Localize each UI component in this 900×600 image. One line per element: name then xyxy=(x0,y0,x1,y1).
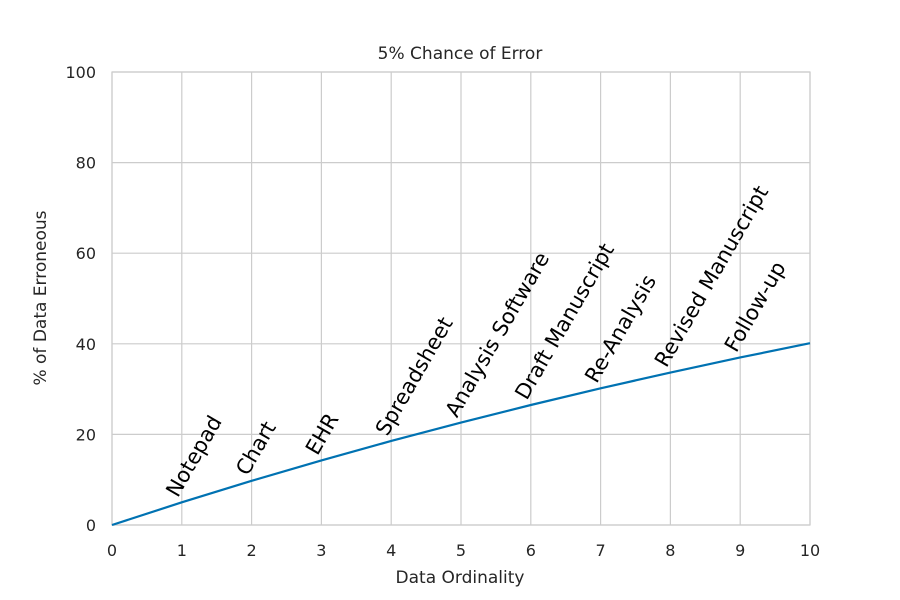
chart-title: 5% Chance of Error xyxy=(378,44,543,64)
y-tick-label: 40 xyxy=(76,335,96,354)
x-tick-label: 5 xyxy=(456,541,466,560)
x-tick-label: 1 xyxy=(177,541,187,560)
y-axis-label: % of Data Erroneous xyxy=(31,210,51,385)
x-tick-label: 6 xyxy=(526,541,536,560)
x-tick-label: 8 xyxy=(665,541,675,560)
x-tick-label: 10 xyxy=(800,541,820,560)
series-layer xyxy=(111,342,811,527)
x-axis-label: Data Ordinality xyxy=(396,568,525,588)
x-tick-label: 0 xyxy=(107,541,117,560)
y-tick-label: 80 xyxy=(76,154,96,173)
x-tick-label: 3 xyxy=(316,541,326,560)
series-line xyxy=(111,342,811,527)
y-tick-label: 60 xyxy=(76,244,96,263)
y-tick-label: 20 xyxy=(76,425,96,444)
x-tick-label: 4 xyxy=(386,541,396,560)
x-tick-label: 2 xyxy=(247,541,257,560)
y-tick-label: 100 xyxy=(65,63,96,82)
y-tick-label: 0 xyxy=(86,516,96,535)
plot-frame xyxy=(111,71,811,526)
x-tick-label: 9 xyxy=(735,541,745,560)
x-tick-label: 7 xyxy=(596,541,606,560)
